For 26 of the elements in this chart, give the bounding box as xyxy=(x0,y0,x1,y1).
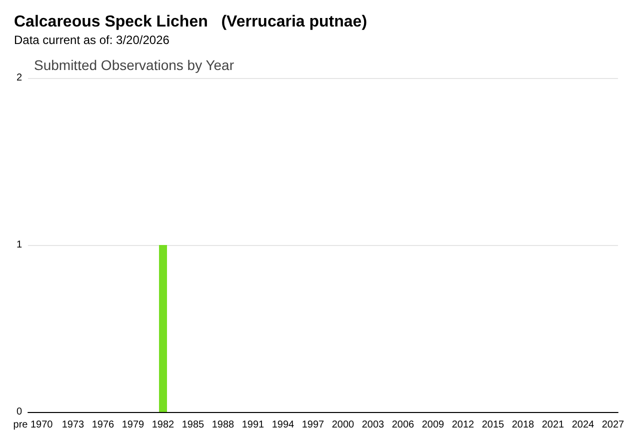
x-tick-label: 2003 xyxy=(362,420,385,430)
x-tick-label: 2027 xyxy=(602,420,625,430)
x-tick-label: 1991 xyxy=(242,420,265,430)
x-tick-label: 2012 xyxy=(452,420,475,430)
x-tick-label: 2006 xyxy=(392,420,415,430)
x-tick-label: 1994 xyxy=(272,420,295,430)
chart-title: Calcareous Speck Lichen (Verrucaria putnae) xyxy=(14,14,368,30)
x-tick-label: 1973 xyxy=(62,420,85,430)
x-tick-label: 2009 xyxy=(422,420,445,430)
x-tick-label: 1976 xyxy=(92,420,115,430)
text: Submitted Observations by Year xyxy=(34,57,234,73)
y-tick-label: 0 xyxy=(16,406,22,418)
chart-subtitle: Data current as of: 3/20/2026 xyxy=(14,33,170,47)
x-tick-label: 1988 xyxy=(212,420,235,430)
x-tick-label: 2024 xyxy=(572,420,595,430)
y-tick-label: 2 xyxy=(16,72,22,84)
x-tick-label: 1985 xyxy=(182,420,205,430)
y-tick-label: 1 xyxy=(16,240,22,250)
x-tick-label: 1997 xyxy=(302,420,325,430)
x-tick-label: 2000 xyxy=(332,420,355,430)
x-tick-label: 1982 xyxy=(152,420,175,430)
x-tick-label: 2018 xyxy=(512,420,535,430)
x-tick-label: pre 1970 xyxy=(13,420,54,430)
x-tick-label: 2015 xyxy=(482,420,505,430)
x-tick-label: 1979 xyxy=(122,420,145,430)
x-tick-label: 2021 xyxy=(542,420,565,430)
